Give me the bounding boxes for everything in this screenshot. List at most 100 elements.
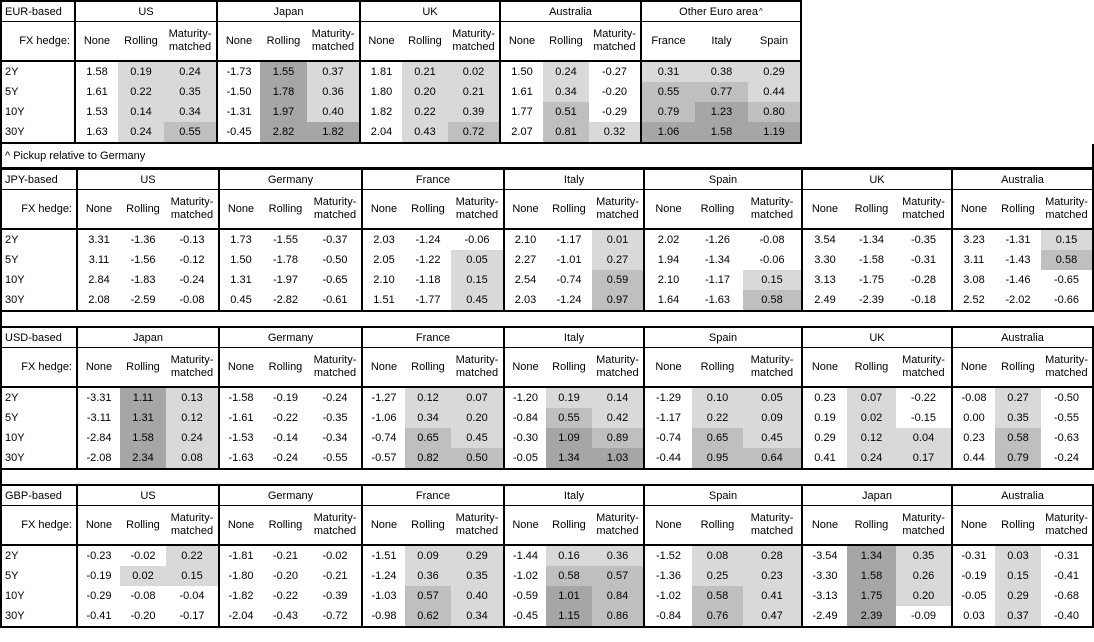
value-cell: -0.31	[961, 550, 987, 562]
value-cell: 0.59	[592, 270, 643, 290]
value-cell: -1.73	[226, 66, 252, 78]
value-cell: 1.53	[86, 106, 108, 118]
column-header: None	[960, 202, 988, 215]
value-cell: 0.58	[995, 428, 1041, 448]
value-cell: -1.20	[512, 392, 539, 404]
column-header: Rolling	[268, 202, 303, 215]
value-cell: 0.38	[695, 62, 748, 82]
column-header: None	[227, 360, 255, 373]
value-cell: 0.44	[963, 452, 985, 464]
value-cell: -0.15	[910, 412, 937, 424]
value-cell: 0.55	[642, 82, 695, 102]
value-cell: -1.43	[1005, 254, 1031, 266]
group-name-text: Italy	[563, 489, 585, 502]
value-cell: 0.57	[405, 586, 451, 606]
value-cell: 0.57	[592, 566, 643, 586]
value-cell: 1.58	[120, 428, 166, 448]
value-cell: 1.34	[546, 448, 592, 468]
value-cell: 0.34	[164, 102, 216, 122]
country-group-header: UK	[359, 2, 499, 21]
group-name-text: UK	[869, 173, 885, 186]
value-cell: 0.45	[451, 428, 503, 448]
value-cell: -2.84	[86, 432, 112, 444]
value-cell: 0.14	[118, 102, 164, 122]
value-cell: -0.06	[464, 234, 490, 246]
value-cell: 1.61	[86, 86, 108, 98]
column-header: None	[960, 518, 988, 531]
value-cell: 2.52	[963, 294, 985, 306]
value-cell: 0.24	[166, 428, 218, 448]
value-cell: 0.05	[451, 250, 503, 270]
value-cell: 3.30	[814, 254, 836, 266]
value-cell: -1.24	[415, 234, 441, 246]
value-cell: -0.74	[371, 432, 397, 444]
value-cell: 1.50	[230, 254, 252, 266]
group-name-text: Australia	[1001, 331, 1044, 344]
group-name: Italy	[505, 486, 643, 505]
value-cell: -0.22	[910, 392, 937, 404]
column-header: Maturity-matched	[596, 354, 639, 379]
value-cell: -2.59	[130, 294, 156, 306]
group-name-text: Germany	[267, 331, 314, 344]
value-cell: 0.50	[451, 448, 503, 468]
value-cell: 1.82	[307, 122, 359, 142]
value-cell: -1.58	[858, 254, 885, 266]
value-cell: -0.35	[910, 234, 937, 246]
value-cell: 1.73	[230, 234, 252, 246]
value-cell: -1.75	[858, 274, 885, 286]
column-header: Rolling	[411, 360, 445, 373]
table-row: 10Y 2.84 -1.83 -0.24 1.31 -1.97 -0.65 2.10 -1.18…	[2, 270, 1092, 290]
value-cell: 0.00	[963, 412, 985, 424]
table-row: 2Y -0.23 -0.02 0.22 -1.81 -0.21 -0.02 -1.51 0.09…	[2, 546, 1092, 566]
value-cell: -1.82	[228, 590, 254, 602]
value-cell: 1.82	[370, 106, 393, 118]
column-header: Maturity-matched	[313, 354, 357, 379]
value-cell: -1.77	[415, 294, 441, 306]
value-cell: 0.22	[118, 82, 164, 102]
value-cell: 0.21	[448, 82, 499, 102]
country-group-header: US	[74, 2, 216, 21]
value-cell: -0.66	[1053, 294, 1080, 306]
column-header: Maturity-matched	[313, 512, 357, 537]
tenor-label: 5Y	[5, 412, 19, 424]
column-header: Maturity-matched	[452, 28, 495, 53]
group-name: Germany	[220, 328, 361, 347]
column-header: Rolling	[126, 518, 160, 531]
value-cell: -1.56	[130, 254, 156, 266]
column-header: France	[651, 34, 686, 47]
value-cell: 0.45	[451, 290, 503, 310]
table-row: 10Y -2.84 1.58 0.24 -1.53 -0.14 -0.34 -0.74 0.65…	[2, 428, 1092, 448]
value-cell: 0.97	[592, 290, 643, 310]
value-cell: 0.08	[166, 448, 218, 468]
column-header: None	[83, 34, 111, 47]
fx-hedge-label: FX hedge:	[21, 519, 72, 531]
value-cell: -0.65	[1053, 274, 1080, 286]
value-cell: -1.31	[226, 106, 252, 118]
country-group-header: Spain	[643, 486, 801, 505]
column-header: Rolling	[552, 518, 586, 531]
value-cell: -1.02	[512, 570, 539, 582]
table-label: EUR-based	[5, 5, 62, 18]
column-header: None	[85, 518, 113, 531]
value-cell: 0.24	[164, 62, 216, 82]
value-cell: 0.09	[405, 546, 451, 566]
value-cell: 2.07	[511, 126, 533, 138]
value-cell: -0.19	[961, 570, 987, 582]
fx-hedge-label: FX hedge:	[21, 361, 72, 373]
value-cell: 2.27	[514, 254, 537, 266]
value-cell: 0.79	[642, 102, 695, 122]
value-cell: 3.11	[88, 254, 110, 266]
value-cell: 0.34	[451, 606, 503, 626]
group-name: Germany	[220, 486, 361, 505]
value-cell: 0.02	[120, 566, 166, 586]
value-cell: 0.27	[592, 250, 643, 270]
group-name: Other Euro area ^	[642, 2, 800, 21]
column-header: Rolling	[700, 202, 735, 215]
group-name-text: Japan	[133, 331, 163, 344]
value-cell: 0.12	[405, 388, 451, 408]
country-group-header: Japan	[216, 2, 359, 21]
column-header: Rolling	[1001, 360, 1035, 373]
value-cell: 0.29	[451, 546, 503, 566]
value-cell: 0.20	[402, 82, 448, 102]
value-cell: 2.54	[514, 274, 537, 286]
